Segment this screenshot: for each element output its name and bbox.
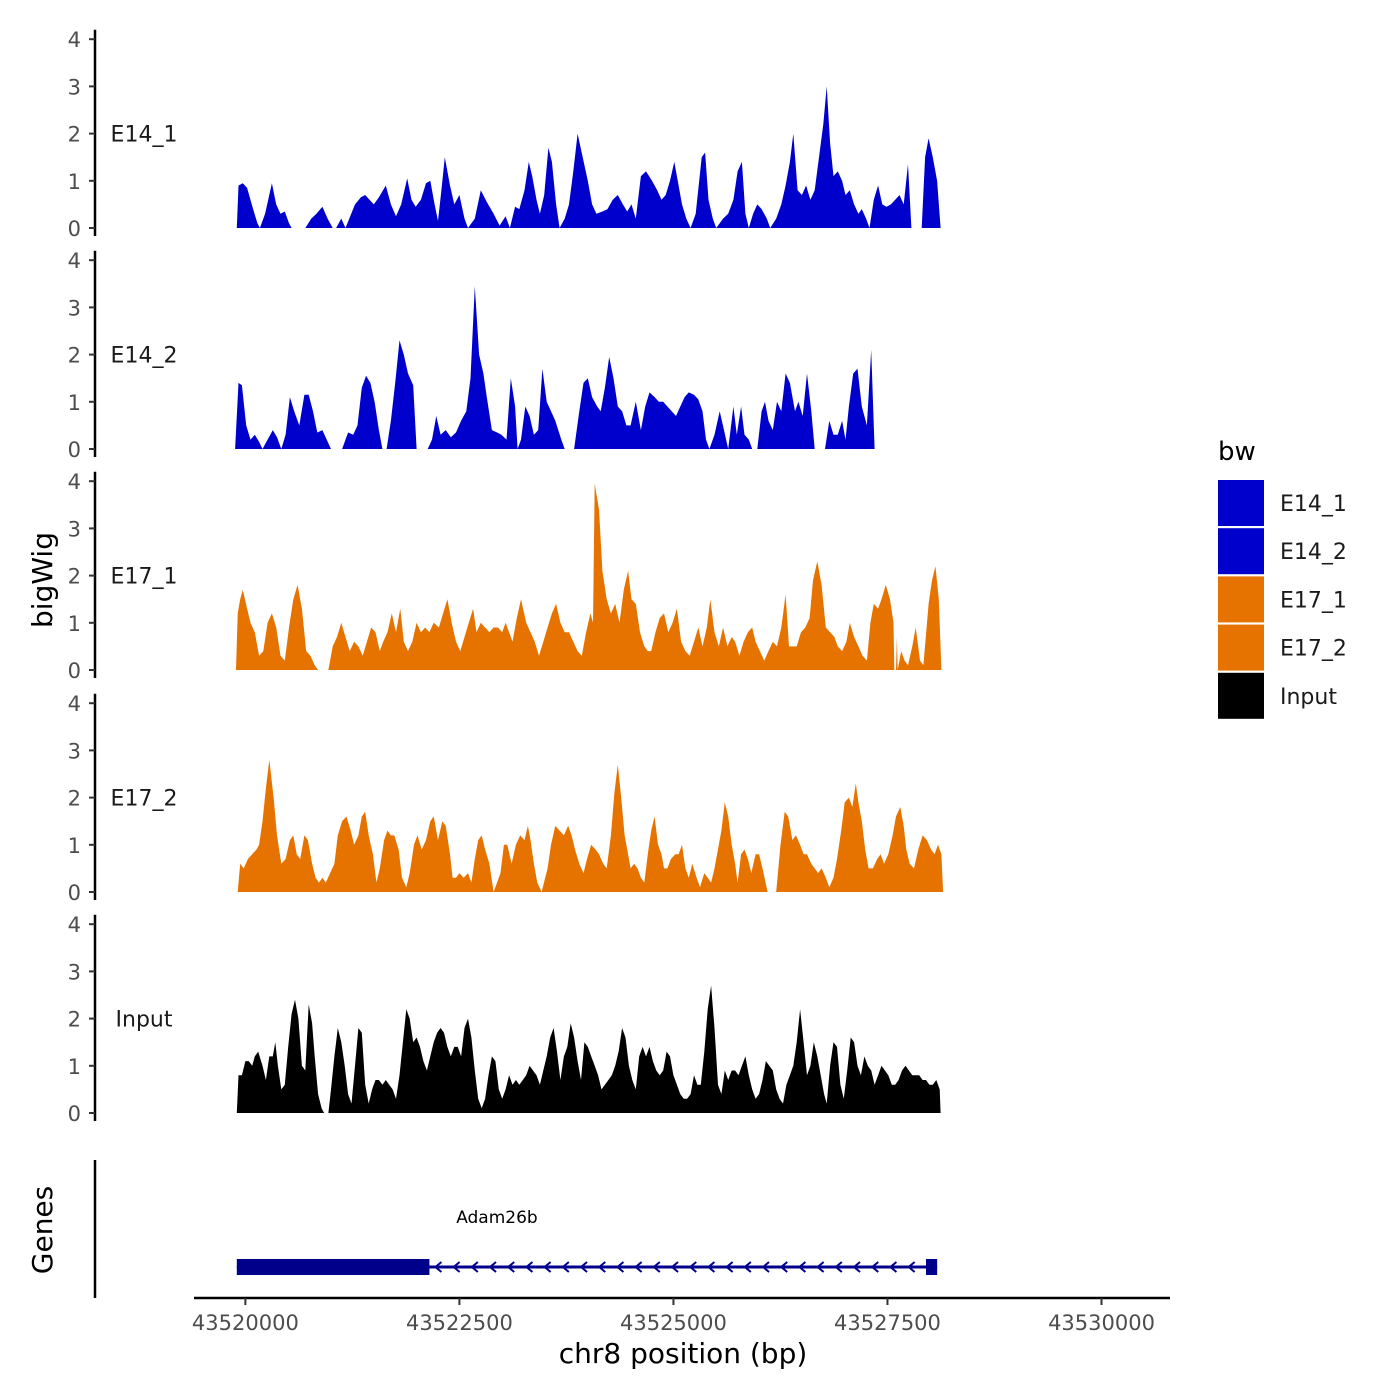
y-tick-label: 2 [68, 565, 81, 589]
strand-arrow [761, 1261, 770, 1273]
y-tick-label: 0 [68, 217, 81, 241]
strand-arrow [888, 1261, 898, 1273]
strand-arrow [615, 1261, 625, 1273]
x-axis-title: chr8 position (bp) [559, 1337, 808, 1370]
legend-key-E17_2 [1218, 624, 1264, 671]
strand-arrow [452, 1261, 461, 1273]
gene-exon [236, 1259, 430, 1275]
y-tick-label: 4 [68, 470, 81, 494]
signal-area-E14_1 [236, 86, 941, 229]
track-E17_1: 0 1 2 3 4 E17_1 [68, 470, 942, 683]
y-tick-label: 2 [68, 787, 81, 811]
track-label: E14_1 [111, 123, 178, 148]
legend-key-E14_1 [1218, 480, 1264, 526]
x-tick-label: 43520000 [192, 1311, 299, 1335]
legend-label: E14_2 [1280, 540, 1347, 565]
strand-arrow [870, 1261, 879, 1273]
y-tick-label: 3 [68, 517, 81, 541]
gene-label: Adam26b [456, 1208, 538, 1228]
y-tick-label: 1 [68, 1055, 81, 1079]
strand-arrow [597, 1261, 606, 1273]
genes-panel-title: Genes [26, 1186, 59, 1274]
y-tick-label: 0 [68, 1102, 81, 1126]
gene-exon [926, 1259, 938, 1275]
signal-tracks: 0 1 2 3 4 E14_1 0 1 2 3 4 E14_2 0 1 2 3 4 E17_1 0 1 2 3 4 E17_2… [68, 28, 944, 1126]
strand-arrow [852, 1261, 861, 1273]
strand-arrow [579, 1261, 588, 1273]
legend-key-Input [1218, 672, 1264, 719]
legend-key-E14_2 [1218, 528, 1264, 575]
y-tick-label: 2 [68, 123, 81, 147]
y-tick-label: 4 [68, 913, 81, 937]
strand-arrow [743, 1261, 752, 1273]
track-label: Input [116, 1008, 173, 1033]
y-tick-label: 4 [68, 28, 81, 52]
legend: bw E14_1 E14_2 E17_1 E17_2 Input [1218, 437, 1347, 719]
y-tick-label: 2 [68, 1008, 81, 1032]
signal-area-E17_2 [237, 759, 944, 892]
x-tick-label: 43530000 [1048, 1311, 1155, 1335]
y-tick-label: 3 [68, 75, 81, 99]
y-tick-label: 0 [68, 438, 81, 462]
track-E14_2: 0 1 2 3 4 E14_2 [68, 249, 875, 462]
strand-arrow [543, 1261, 552, 1273]
signal-area-E14_2 [235, 286, 875, 449]
legend-label: E17_2 [1280, 637, 1347, 662]
y-tick-label: 4 [68, 692, 81, 716]
track-label: E17_2 [111, 787, 178, 812]
strand-arrow [561, 1261, 570, 1273]
strand-arrow [688, 1261, 697, 1273]
strand-arrow [797, 1261, 807, 1273]
legend-key-E17_1 [1218, 576, 1264, 623]
y-tick-label: 3 [68, 296, 81, 320]
strand-arrow [652, 1261, 661, 1273]
strand-arrow [779, 1261, 788, 1273]
strand-arrow [706, 1261, 716, 1273]
x-tick-label: 43522500 [406, 1311, 513, 1335]
strand-arrow [470, 1261, 479, 1273]
strand-arrow [524, 1261, 534, 1273]
strand-arrow [433, 1261, 443, 1273]
y-axis-title: bigWig [26, 532, 59, 628]
strand-arrow [634, 1261, 643, 1273]
strand-arrow [670, 1261, 679, 1273]
legend-title: bw [1218, 437, 1256, 467]
strand-arrow [488, 1261, 497, 1273]
x-tick-label: 43527500 [834, 1311, 941, 1335]
strand-arrow [725, 1261, 734, 1273]
x-axis: 43520000 43522500 43525000 43527500 43530000 [192, 1296, 1170, 1335]
strand-arrow [907, 1261, 916, 1273]
y-tick-label: 3 [68, 739, 81, 763]
signal-area-Input [236, 985, 941, 1113]
signal-area-E17_1 [236, 483, 942, 670]
y-tick-label: 3 [68, 960, 81, 984]
strand-arrow [834, 1261, 843, 1273]
y-tick-label: 0 [68, 659, 81, 683]
genes-panel: Genes Adam26b [26, 1160, 938, 1298]
x-tick-label: 43525000 [620, 1311, 727, 1335]
y-tick-label: 2 [68, 344, 81, 368]
track-E17_2: 0 1 2 3 4 E17_2 [68, 692, 944, 905]
strand-arrow [816, 1261, 825, 1273]
legend-label: Input [1280, 685, 1337, 710]
track-E14_1: 0 1 2 3 4 E14_1 [68, 28, 941, 241]
track-label: E17_1 [111, 565, 178, 590]
y-tick-label: 0 [68, 881, 81, 905]
y-tick-label: 4 [68, 249, 81, 273]
y-tick-label: 1 [68, 834, 81, 858]
track-label: E14_2 [111, 344, 178, 369]
legend-label: E17_1 [1280, 588, 1347, 613]
y-tick-label: 1 [68, 612, 81, 636]
y-tick-label: 1 [68, 391, 81, 415]
strand-arrow [506, 1261, 515, 1273]
y-tick-label: 1 [68, 170, 81, 194]
legend-label: E14_1 [1280, 492, 1347, 517]
track-Input: 0 1 2 3 4 Input [68, 913, 941, 1126]
